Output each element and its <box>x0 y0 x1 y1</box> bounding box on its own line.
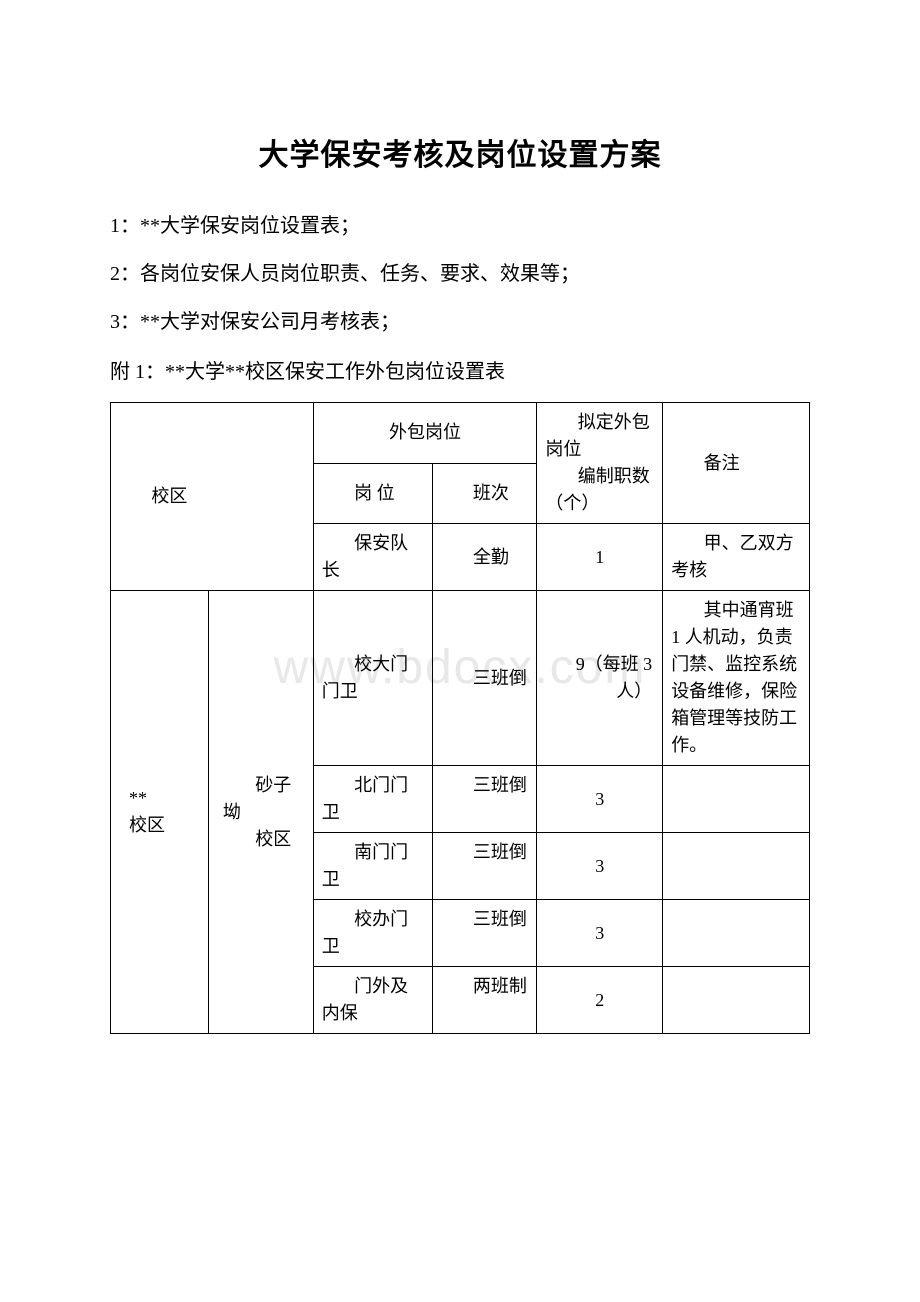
cell-shift: 三班倒 <box>432 591 537 766</box>
cell-shift: 三班倒 <box>432 900 537 967</box>
intro-line-3: 3：**大学对保安公司月考核表； <box>110 300 810 344</box>
cell-pos: 南门门卫 <box>313 833 432 900</box>
cell-remark: 其中通宵班 1 人机动，负责门禁、监控系统设备维修，保险箱管理等技防工作。 <box>663 591 810 766</box>
cell-pos: 北门门卫 <box>313 766 432 833</box>
hdr-position: 岗 位 <box>313 463 432 524</box>
cell-remark <box>663 967 810 1034</box>
document-content: 大学保安考核及岗位设置方案 1：**大学保安岗位设置表； 2：各岗位安保人员岗位… <box>110 130 810 1034</box>
table-header-row-1: 校区 外包岗位 拟定外包岗位编制职数（个） 备注 <box>111 403 810 464</box>
cell-count: 1 <box>537 524 663 591</box>
cell-campus-main: ** 校区 <box>111 591 209 1034</box>
cell-pos: 保安队长 <box>313 524 432 591</box>
table-row-main-gate: ** 校区 砂子 坳 校区 校大门门卫 三班倒 9（每班 3 人） 其中通宵班 … <box>111 591 810 766</box>
cell-shift: 全勤 <box>432 524 537 591</box>
cell-count: 9（每班 3 人） <box>537 591 663 766</box>
hdr-remark: 备注 <box>663 403 810 524</box>
attachment-line: 附 1：**大学**校区保安工作外包岗位设置表 <box>110 350 810 394</box>
hdr-outsource: 外包岗位 <box>313 403 537 464</box>
page-title: 大学保安考核及岗位设置方案 <box>110 130 810 174</box>
cell-remark <box>663 900 810 967</box>
hdr-shift: 班次 <box>432 463 537 524</box>
cell-pos: 门外及内保 <box>313 967 432 1034</box>
cell-count: 3 <box>537 766 663 833</box>
cell-shift: 两班制 <box>432 967 537 1034</box>
cell-remark: 甲、乙双方考核 <box>663 524 810 591</box>
cell-count: 3 <box>537 900 663 967</box>
hdr-campus: 校区 <box>111 403 314 591</box>
cell-remark <box>663 833 810 900</box>
intro-line-1: 1：**大学保安岗位设置表； <box>110 204 810 248</box>
hdr-planned: 拟定外包岗位编制职数（个） <box>537 403 663 524</box>
position-table: 校区 外包岗位 拟定外包岗位编制职数（个） 备注 岗 位 班次 保安队长 全勤 … <box>110 402 810 1034</box>
intro-line-2: 2：各岗位安保人员岗位职责、任务、要求、效果等； <box>110 252 810 296</box>
cell-count: 2 <box>537 967 663 1034</box>
cell-pos: 校大门门卫 <box>313 591 432 766</box>
cell-remark <box>663 766 810 833</box>
cell-subcampus: 砂子 坳 校区 <box>208 591 313 1034</box>
cell-count: 3 <box>537 833 663 900</box>
cell-pos: 校办门卫 <box>313 900 432 967</box>
cell-shift: 三班倒 <box>432 766 537 833</box>
cell-shift: 三班倒 <box>432 833 537 900</box>
